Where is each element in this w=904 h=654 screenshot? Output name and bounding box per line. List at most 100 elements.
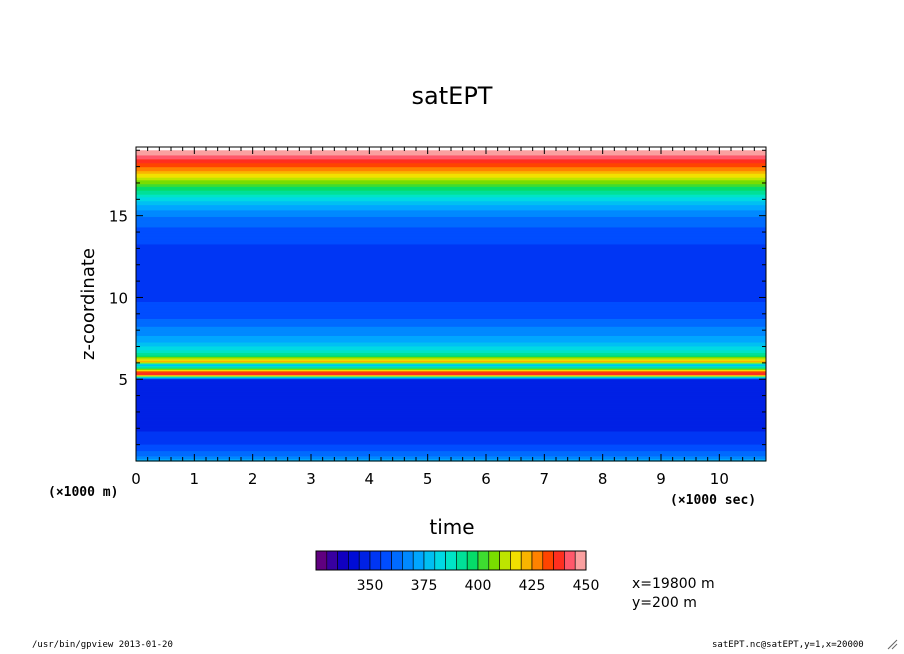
- contour-band: [136, 362, 766, 365]
- contour-band: [136, 208, 766, 211]
- y-axis-label: z-coordinate: [78, 248, 99, 360]
- contour-band: [136, 318, 766, 321]
- contour-band: [136, 454, 766, 457]
- contour-band: [136, 321, 766, 323]
- contour-band: [136, 157, 766, 160]
- contour-band: [136, 309, 766, 312]
- colorbar-tick-label: 450: [573, 578, 600, 594]
- contour-band: [136, 441, 766, 444]
- contour-band: [136, 406, 766, 408]
- contour-band: [136, 311, 766, 314]
- contour-band: [136, 432, 766, 435]
- contour-band: [136, 293, 766, 296]
- contour-band: [136, 402, 766, 405]
- colorbar-cell: [412, 550, 425, 571]
- contour-band: [136, 307, 766, 310]
- contour-band: [136, 445, 766, 448]
- contour-band: [136, 195, 766, 198]
- colorbar-cell: [423, 550, 436, 571]
- contour-band: [136, 181, 766, 183]
- contour-band: [136, 203, 766, 206]
- contour-band: [136, 232, 766, 234]
- contour-band: [136, 249, 766, 251]
- contour-band: [136, 284, 766, 287]
- contour-band: [136, 302, 766, 305]
- contour-band: [136, 269, 766, 272]
- contour-band: [136, 420, 766, 423]
- colorbar-cell: [488, 550, 500, 571]
- contour-band: [136, 233, 766, 236]
- x-tick-label: 4: [365, 470, 375, 488]
- contour-band: [136, 449, 766, 452]
- contour-band: [136, 273, 766, 276]
- colorbar-cell: [348, 550, 360, 571]
- contour-band: [136, 212, 766, 215]
- contour-band: [136, 204, 766, 207]
- x-tick-label: 2: [248, 470, 258, 488]
- contour-band: [136, 187, 766, 190]
- contour-band: [136, 331, 766, 334]
- contour-band: [136, 277, 766, 280]
- contour-band: [136, 450, 766, 453]
- contour-band: [136, 319, 766, 322]
- contour-band: [136, 262, 766, 265]
- contour-band: [136, 272, 766, 275]
- colorbar-cell: [337, 550, 349, 571]
- colorbar: [315, 550, 587, 571]
- contour-band: [136, 344, 766, 347]
- colorbar-tick-label: 425: [519, 578, 546, 594]
- contour-band: [136, 160, 766, 162]
- colorbar-cell: [574, 550, 587, 571]
- contour-band: [136, 398, 766, 401]
- contour-band: [136, 241, 766, 244]
- contour-band: [136, 400, 766, 403]
- contour-band: [136, 379, 766, 382]
- colorbar-cell: [531, 550, 544, 571]
- contour-band: [136, 229, 766, 232]
- contour-band: [136, 323, 766, 326]
- contour-band: [136, 339, 766, 342]
- contour-band: [136, 341, 766, 344]
- contour-band: [136, 292, 766, 295]
- contour-band: [136, 184, 766, 187]
- contour-band: [136, 260, 766, 263]
- contour-band: [136, 369, 766, 372]
- contour-band: [136, 280, 766, 283]
- contour-band: [136, 199, 766, 202]
- contour-band: [136, 455, 766, 458]
- colorbar-cell: [510, 550, 522, 571]
- contour-band: [136, 387, 766, 390]
- contour-band: [136, 281, 766, 284]
- contour-band: [136, 300, 766, 302]
- y-tick-labels: 5 10 15: [109, 208, 128, 390]
- contour-band: [136, 259, 766, 262]
- contour-band: [136, 171, 766, 174]
- contour-band: [136, 245, 766, 248]
- x-tick-label: 10: [710, 470, 729, 488]
- contour-band: [136, 440, 766, 442]
- contour-band: [136, 264, 766, 267]
- resize-grip-icon[interactable]: [886, 638, 898, 650]
- colorbar-tick-labels: 350 375 400 425 450: [357, 578, 600, 594]
- contour-band: [136, 191, 766, 194]
- contour-band: [136, 190, 766, 193]
- contour-band: [136, 234, 766, 237]
- contour-band: [136, 370, 766, 373]
- contour-band: [136, 173, 766, 176]
- contour-band: [136, 361, 766, 364]
- contour-band: [136, 437, 766, 440]
- contour-band: [136, 392, 766, 395]
- contour-band: [136, 154, 766, 157]
- colorbar-tick-label: 350: [357, 578, 384, 594]
- contour-band: [136, 250, 766, 253]
- colorbar-cell: [456, 550, 468, 571]
- contour-band: [136, 366, 766, 369]
- colorbar-cell: [434, 550, 446, 571]
- contour-band: [136, 438, 766, 441]
- contour-band: [136, 349, 766, 352]
- contour-band: [136, 301, 766, 304]
- contour-band: [136, 239, 766, 242]
- contour-band: [136, 442, 766, 445]
- contour-band: [136, 327, 766, 330]
